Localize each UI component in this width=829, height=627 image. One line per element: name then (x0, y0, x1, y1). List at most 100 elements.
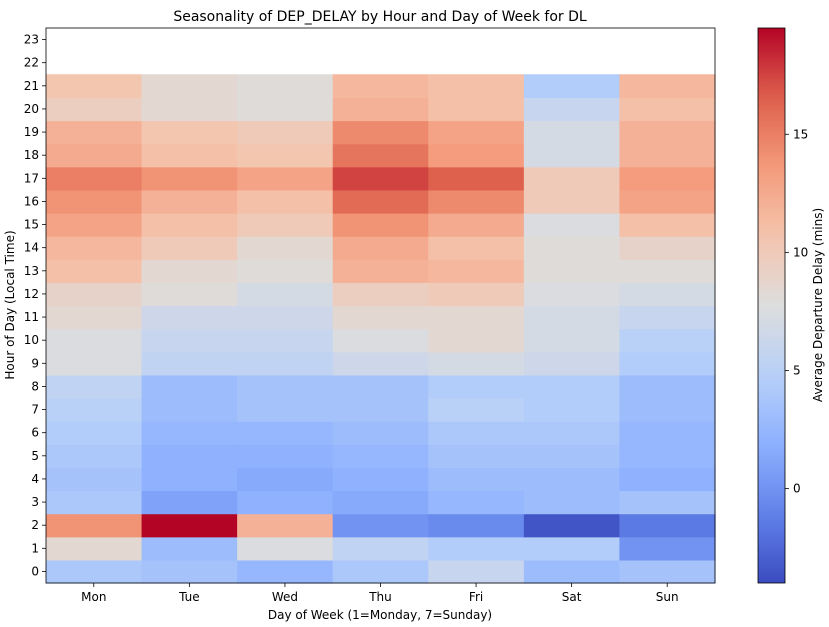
heatmap-cell (428, 444, 525, 468)
heatmap-cell (46, 120, 143, 145)
y-tick-label: 7 (31, 403, 39, 417)
heatmap-cell (46, 305, 143, 330)
x-tick-label: Fri (469, 590, 483, 604)
y-tick-label: 19 (24, 125, 39, 139)
heatmap-cell (141, 74, 238, 98)
colorbar-tick-label: 10 (793, 245, 808, 259)
heatmap-cell (237, 536, 334, 561)
heatmap-cell (46, 398, 143, 422)
heatmap-cell (46, 467, 143, 492)
x-tick-label: Tue (178, 590, 200, 604)
heatmap-cell (428, 213, 525, 237)
heatmap-cell (523, 559, 621, 584)
heatmap-cell (141, 328, 238, 353)
heatmap-cell (237, 467, 334, 492)
heatmap-cell (523, 213, 621, 237)
heatmap-cell (619, 236, 716, 260)
heatmap-cell (46, 74, 143, 98)
heatmap-cell (141, 97, 238, 122)
heatmap-cell (46, 490, 143, 515)
heatmap-cell (332, 282, 429, 307)
heatmap-cell (332, 351, 429, 376)
heatmap-cell (332, 74, 429, 98)
heatmap-cell (619, 444, 716, 468)
heatmap-cell (46, 328, 143, 353)
heatmap-cell (237, 120, 334, 145)
y-tick-label: 10 (24, 333, 39, 347)
heatmap-cell (619, 467, 716, 492)
chart-title: Seasonality of DEP_DELAY by Hour and Day… (173, 9, 587, 25)
y-tick-label: 16 (24, 194, 39, 208)
heatmap-cell (619, 490, 716, 515)
heatmap-cell (428, 421, 525, 445)
heatmap-cell (619, 351, 716, 376)
heatmap-cell (428, 490, 525, 515)
heatmap-cell (237, 259, 334, 283)
heatmap-cell (332, 490, 429, 515)
y-tick-label: 17 (24, 171, 39, 185)
heatmap-cell (141, 120, 238, 145)
heatmap-cell (523, 305, 621, 330)
heatmap-cell (428, 189, 525, 214)
heatmap-cell (141, 166, 238, 191)
x-axis-ticks: Mon Tue Wed Thu Fri Sat Sun (81, 583, 679, 604)
heatmap-cell (141, 189, 238, 214)
y-tick-label: 15 (24, 218, 39, 232)
y-tick-label: 22 (24, 56, 39, 70)
heatmap-cell (428, 351, 525, 376)
heatmap-cell (332, 236, 429, 260)
heatmap-cell (141, 143, 238, 168)
heatmap-cell (46, 97, 143, 122)
heatmap-cell (46, 374, 143, 399)
heatmap-cell (46, 213, 143, 237)
colorbar-label: Average Departure Delay (mins) (811, 208, 825, 402)
heatmap-cell (619, 282, 716, 307)
heatmap-cell (141, 213, 238, 237)
heatmap-cell (237, 490, 334, 515)
heatmap-cell (619, 374, 716, 399)
heatmap-cell (428, 166, 525, 191)
heatmap-cell (523, 444, 621, 468)
x-tick-label: Thu (368, 590, 392, 604)
heatmap-cell (237, 421, 334, 445)
heatmap-cell (141, 236, 238, 260)
heatmap-cell (523, 467, 621, 492)
colorbar (757, 27, 786, 584)
heatmap-cell (46, 189, 143, 214)
y-tick-label: 0 (31, 564, 39, 578)
heatmap-cell (523, 74, 621, 98)
heatmap-cell (523, 166, 621, 191)
y-tick-label: 20 (24, 102, 39, 116)
heatmap-cell (141, 490, 238, 515)
heatmap-cell (619, 328, 716, 353)
heatmap-cell (46, 513, 143, 538)
heatmap-cell (237, 513, 334, 538)
y-tick-label: 5 (31, 449, 39, 463)
heatmap-cell (141, 351, 238, 376)
heatmap-cell (523, 536, 621, 561)
heatmap-cell (332, 189, 429, 214)
heatmap-cell (428, 97, 525, 122)
x-axis-label: Day of Week (1=Monday, 7=Sunday) (268, 608, 492, 622)
heatmap-cell (619, 421, 716, 445)
heatmap-cell (46, 536, 143, 561)
heatmap-cell (237, 351, 334, 376)
y-tick-label: 4 (31, 472, 39, 486)
heatmap-cell (619, 513, 716, 538)
heatmap-cell (332, 166, 429, 191)
colorbar-ticks: 0 5 10 15 (785, 127, 808, 496)
heatmap-cell (428, 328, 525, 353)
heatmap-cell (523, 236, 621, 260)
heatmap-cell (523, 374, 621, 399)
y-tick-label: 21 (24, 79, 39, 93)
heatmap-cell (46, 421, 143, 445)
heatmap-cell (141, 259, 238, 283)
heatmap-cell (619, 559, 716, 584)
heatmap-cell (523, 282, 621, 307)
heatmap-cell (237, 236, 334, 260)
heatmap-cell (428, 374, 525, 399)
y-tick-label: 18 (24, 148, 39, 162)
heatmap-cell (141, 398, 238, 422)
heatmap-cell (523, 189, 621, 214)
heatmap-cell (332, 305, 429, 330)
